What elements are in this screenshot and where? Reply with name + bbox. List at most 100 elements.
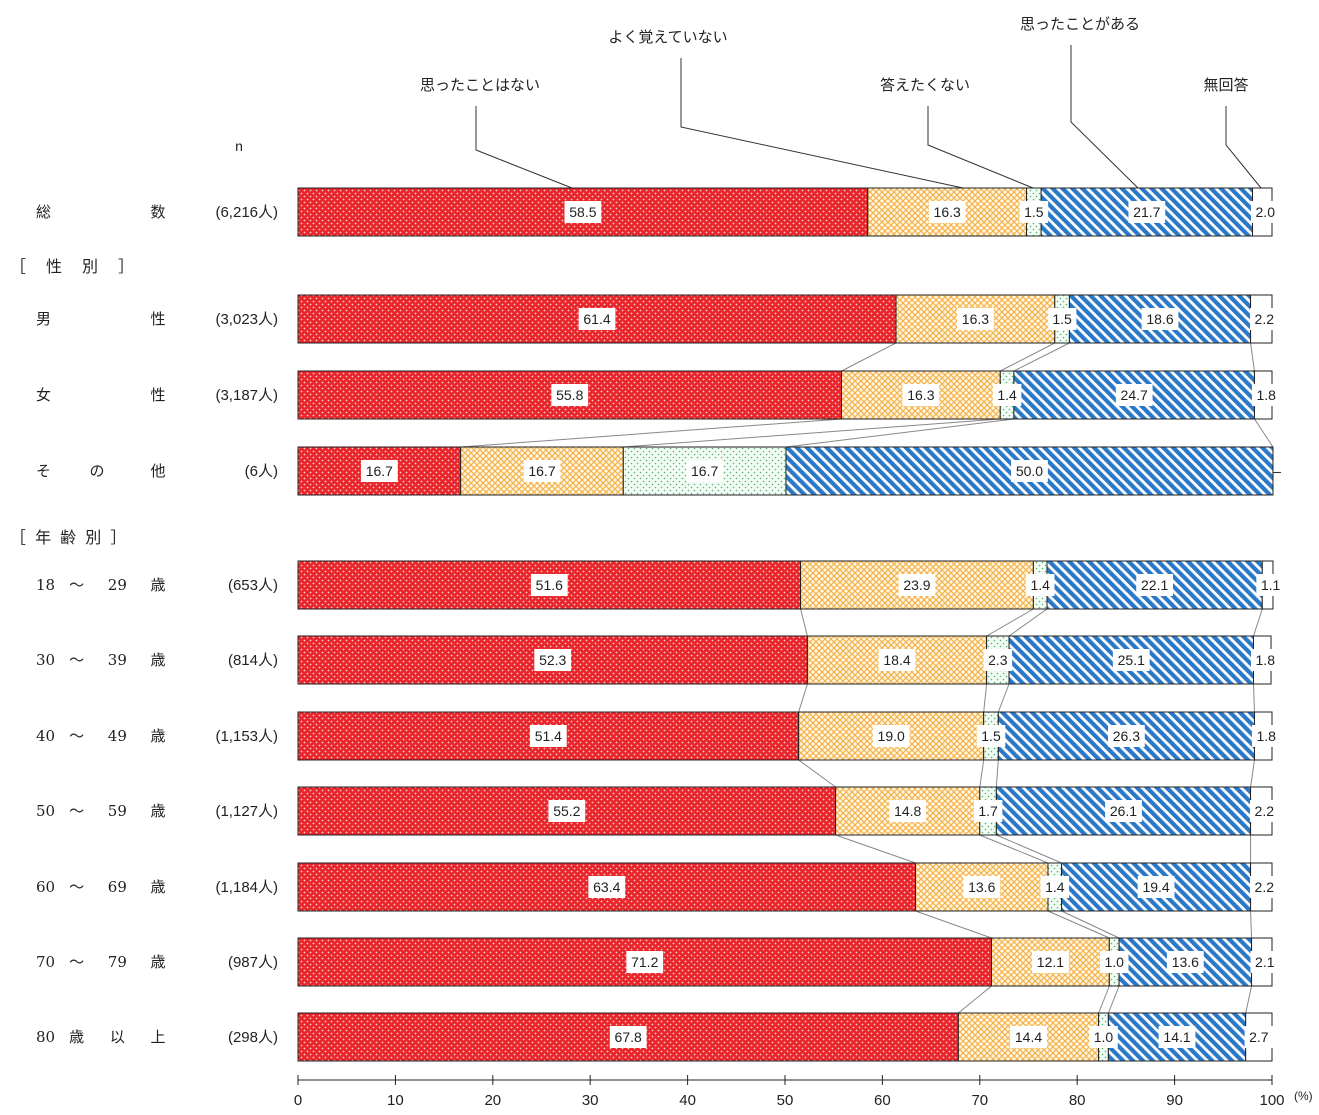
value-label-r0-s3: 21.7: [1128, 201, 1166, 223]
value-label-bg: [1115, 384, 1153, 406]
row-label-2: 女性: [36, 386, 166, 404]
value-label-text: 16.7: [366, 463, 393, 479]
value-label-bg: [548, 800, 586, 822]
connector-line: [623, 418, 1001, 448]
value-label-text: 1.7: [978, 803, 998, 819]
value-label-text: 2.2: [1255, 879, 1275, 895]
row-label-part: 60: [36, 878, 55, 896]
value-label-r5-s0: 52.3: [534, 649, 572, 671]
value-label-r2-s4: 1.8: [1251, 384, 1281, 406]
value-label-text: 26.1: [1110, 803, 1137, 819]
value-label-bg: [928, 201, 966, 223]
row-label-3: その他: [36, 462, 166, 480]
row-label-10: 80 歳 以 上: [36, 1028, 166, 1046]
value-label-bg: [529, 725, 567, 747]
row-label-part: 79: [108, 953, 127, 971]
row-label-part: 歳: [150, 727, 165, 745]
value-label-bg: [626, 951, 664, 973]
connector-line: [841, 342, 897, 372]
x-tick-label-10: 10: [387, 1092, 404, 1109]
connector-line: [986, 608, 1034, 637]
row-label-part: 他: [150, 462, 165, 480]
value-label-text: 16.7: [528, 463, 555, 479]
value-label-text: 18.4: [883, 652, 910, 668]
value-label-r5-s1: 18.4: [878, 649, 916, 671]
connector-lines: [460, 342, 1274, 1014]
value-label-bg: [992, 384, 1022, 406]
value-label-text: 26.3: [1113, 728, 1140, 744]
connector-line: [1061, 910, 1120, 939]
x-tick-label-20: 20: [484, 1092, 501, 1109]
value-label-bg: [1011, 460, 1048, 482]
row-label-part: 性: [150, 386, 165, 404]
row-label-part: ～: [69, 727, 84, 745]
value-label-text: 2.2: [1255, 311, 1275, 327]
value-label-text: 1.5: [981, 728, 1001, 744]
row-label-part: 29: [108, 576, 127, 594]
value-label-bg: [686, 460, 724, 482]
row-label-0: 総数: [36, 203, 166, 221]
value-label-text: 1.5: [1052, 311, 1072, 327]
value-label-bg: [902, 384, 940, 406]
connector-line: [1250, 759, 1255, 788]
value-label-bg: [1019, 201, 1049, 223]
connector-line: [800, 608, 808, 637]
row-label-part: 総: [36, 203, 51, 221]
value-label-r10-s1: 14.4: [1010, 1026, 1047, 1048]
value-label-text: 16.3: [962, 311, 989, 327]
value-label-r3-s3: 50.0: [1011, 460, 1048, 482]
connector-line: [798, 683, 808, 713]
row-n-0: (6,216人): [215, 204, 278, 221]
value-label-text: 1.4: [1045, 879, 1065, 895]
value-label-r1-s2: 1.5: [1047, 308, 1077, 330]
value-label-r9-s3: 13.6: [1166, 951, 1204, 973]
value-label-r2-s1: 16.3: [902, 384, 940, 406]
value-label-r10-s4: 2.7: [1244, 1026, 1274, 1048]
x-tick-label-60: 60: [874, 1092, 891, 1109]
value-label-text: 13.6: [1172, 954, 1199, 970]
value-label-bg: [1105, 800, 1142, 822]
value-label-bg: [1251, 384, 1281, 406]
row-label-9: 70 ～ 79 歳: [36, 953, 166, 971]
connector-line: [983, 683, 988, 713]
row-label-part: 歳: [150, 576, 165, 594]
value-label-bg: [872, 725, 910, 747]
value-label-r4-s4: 1.1: [1256, 574, 1285, 596]
value-label-r7-s4: 2.2: [1249, 800, 1279, 822]
value-labels: 58.5 16.3 1.5 21.7 2.0 61.4 16.3 1.5 18.6 2.2 55.8…: [360, 201, 1285, 1048]
row-label-part: 女: [36, 386, 51, 404]
value-label-r0-s4: 2.0: [1250, 201, 1280, 223]
row-label-7: 50 ～ 59 歳: [36, 802, 166, 820]
value-label-bg: [1244, 1026, 1274, 1048]
row-label-8: 60 ～ 69 歳: [36, 878, 166, 896]
row-n-8: (1,184人): [215, 879, 278, 896]
value-label-bg: [534, 649, 572, 671]
row-n-7: (1,127人): [215, 803, 278, 820]
value-label-bg: [1251, 725, 1281, 747]
connector-line: [1047, 910, 1110, 939]
value-label-r8-s4: 2.2: [1249, 876, 1279, 898]
row-label-part: ～: [69, 802, 84, 820]
connector-line: [1098, 985, 1110, 1014]
x-tick-label-30: 30: [582, 1092, 599, 1109]
value-label-text: 55.2: [553, 803, 580, 819]
x-unit-label: (%): [1294, 1089, 1313, 1103]
value-label-text: 22.1: [1141, 577, 1168, 593]
value-label-r9-s0: 71.2: [626, 951, 664, 973]
n-header: n: [235, 138, 243, 154]
connector-line: [1008, 608, 1048, 637]
row-label-part: 50: [36, 802, 55, 820]
row-label-part: 歳: [150, 651, 165, 669]
x-tick-label-70: 70: [971, 1092, 988, 1109]
value-label-bg: [889, 800, 927, 822]
value-label-bg: [1047, 308, 1077, 330]
value-label-r10-s3: 14.1: [1158, 1026, 1196, 1048]
value-label-r6-s0: 51.4: [529, 725, 567, 747]
value-label-r1-s4: 2.2: [1249, 308, 1279, 330]
row-label-part: 上: [150, 1028, 165, 1046]
value-label-bg: [1250, 201, 1280, 223]
bar-segment-r5-s3: [1008, 635, 1254, 685]
value-label-r3-s0: 16.7: [360, 460, 398, 482]
value-label-text: 58.5: [569, 204, 596, 220]
